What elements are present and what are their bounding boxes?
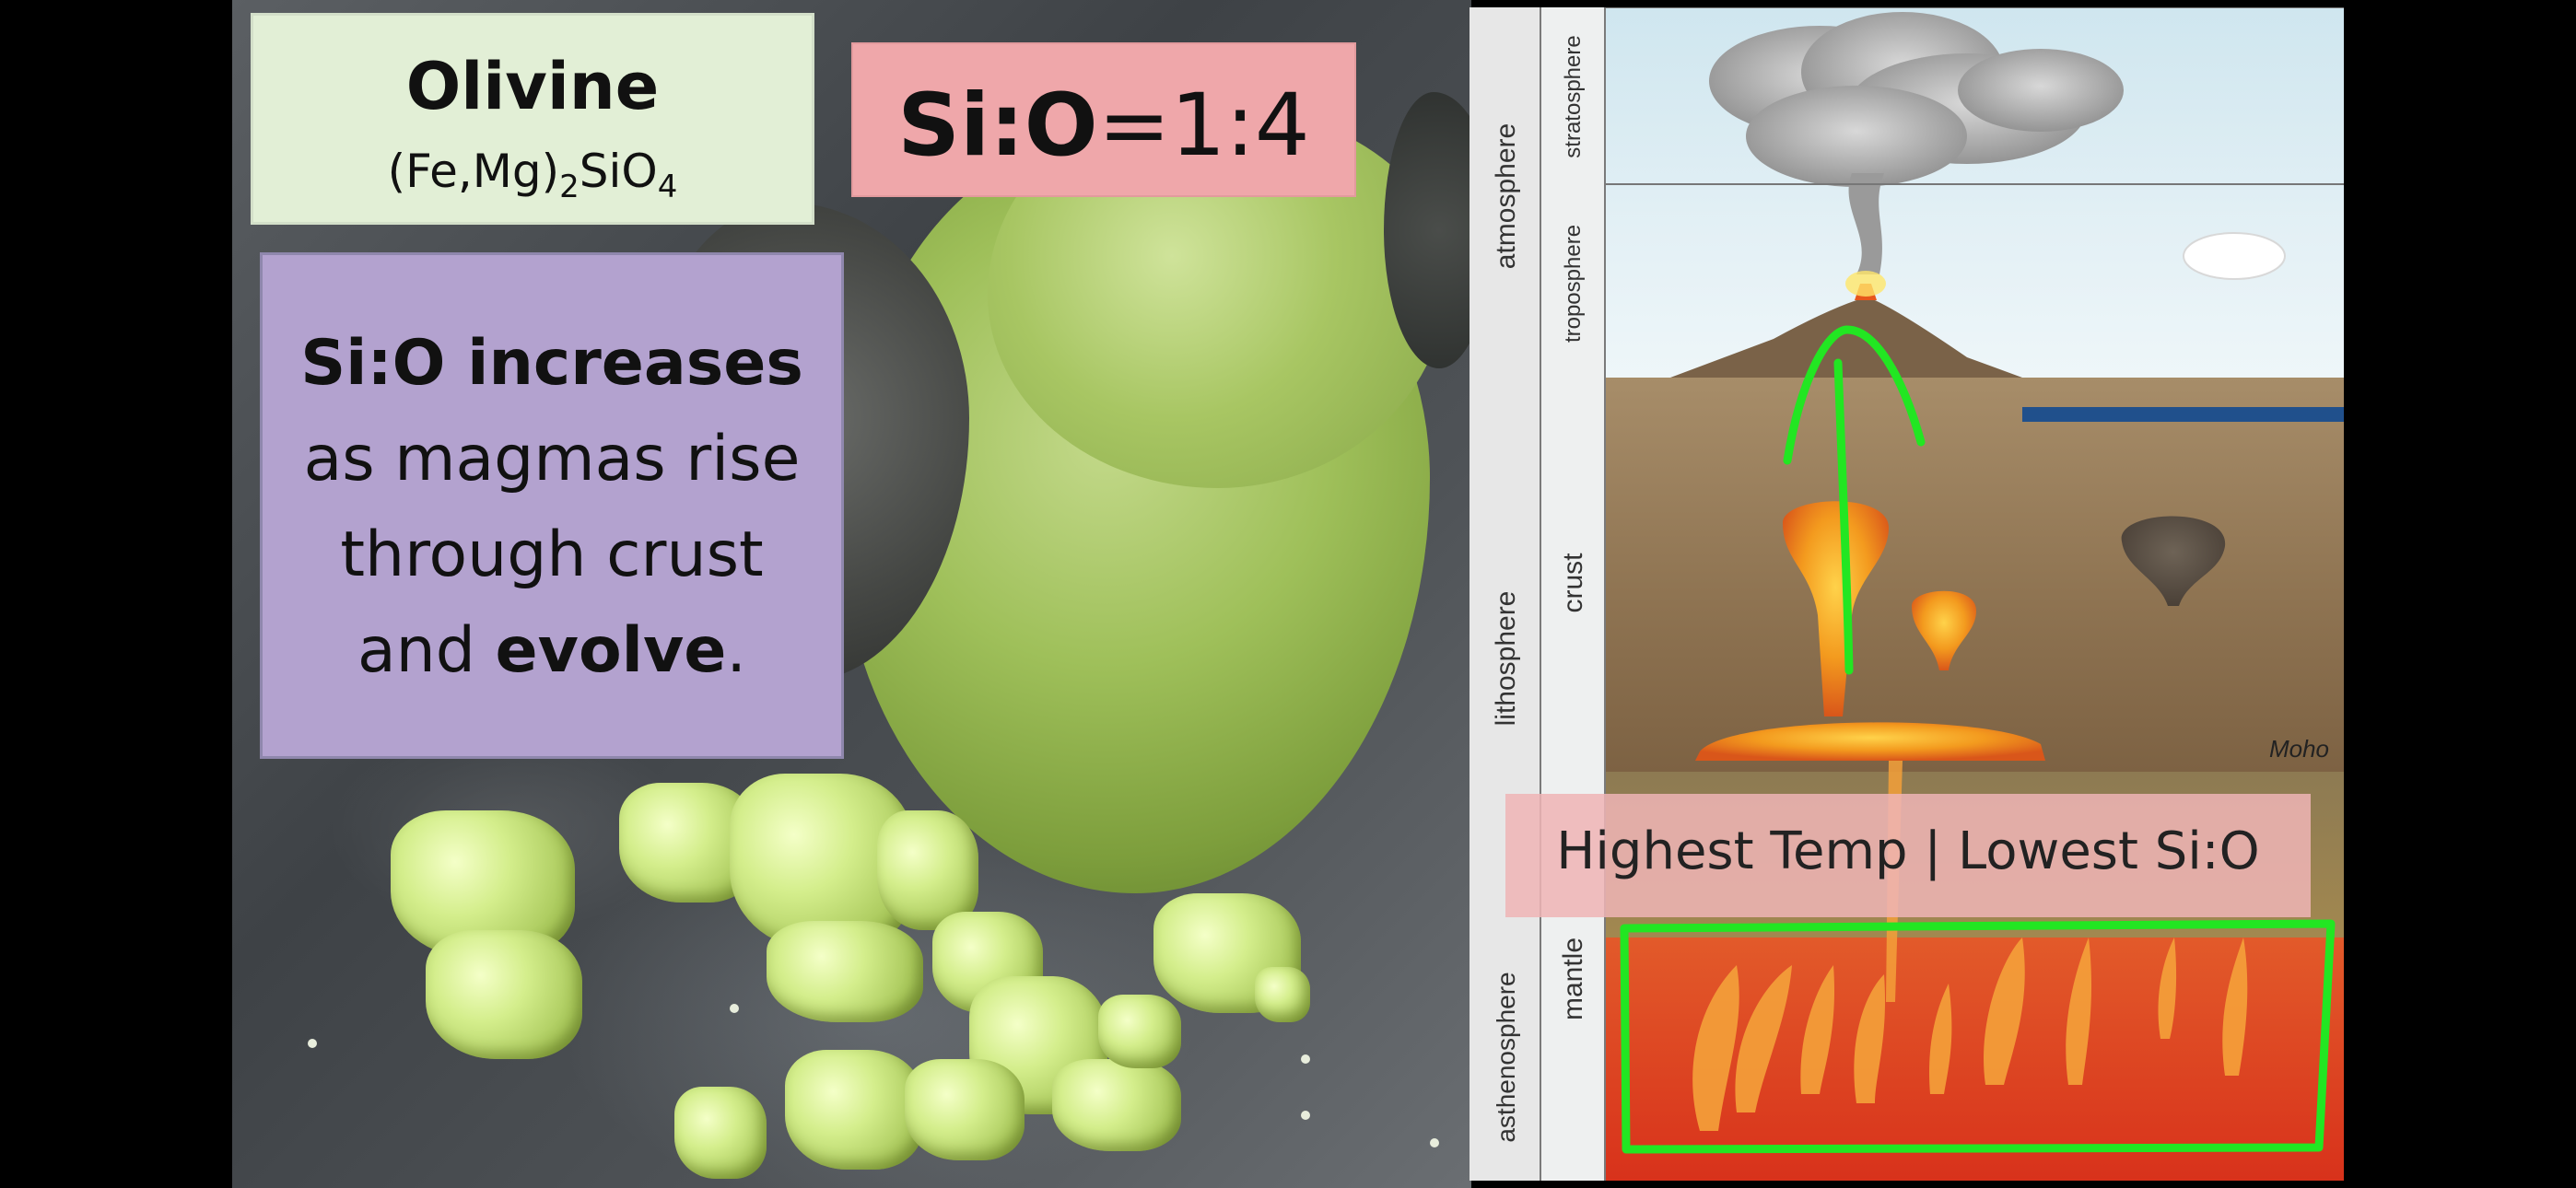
- ocean: [2022, 407, 2344, 422]
- label-lithosphere: lithosphere: [1491, 590, 1521, 727]
- magma-blob: [1912, 590, 1976, 670]
- speck: [730, 1004, 739, 1013]
- cooled-magma-blob: [2121, 516, 2226, 606]
- increase-line-2: as magmas rise: [303, 423, 801, 495]
- speck: [308, 1039, 317, 1048]
- speck: [1301, 1111, 1310, 1120]
- slide: Olivine (Fe,Mg)2SiO4 Si:O=1:4 Si:O incre…: [232, 0, 2344, 1188]
- outer-label-column: [1469, 7, 1541, 1181]
- olivine-crystal: [1255, 967, 1310, 1022]
- formula-subscript-2: 2: [559, 169, 580, 205]
- label-crust: crust: [1558, 553, 1588, 613]
- earth-layers-diagram: atmosphere stratosphere troposphere lith…: [1469, 7, 2344, 1181]
- small-cloud: [2183, 232, 2286, 280]
- increase-card: Si:O increases as magmas rise through cr…: [260, 252, 844, 759]
- increase-text: Si:O increases as magmas rise through cr…: [263, 316, 841, 699]
- ratio-bold: Si:O: [897, 76, 1098, 176]
- ratio-rest: =1:4: [1097, 76, 1310, 176]
- magma-pool: [1695, 722, 2045, 761]
- temperature-banner-text: Highest Temp | Lowest Si:O: [1556, 821, 2260, 881]
- inner-label-column: [1541, 7, 1606, 1181]
- speck: [1301, 1054, 1310, 1064]
- diagram-drawing: [1469, 7, 2344, 1154]
- increase-line-4-suffix: .: [726, 614, 747, 687]
- ratio-card: Si:O=1:4: [851, 42, 1356, 197]
- olivine-photo: [232, 0, 1494, 1188]
- label-atmosphere: atmosphere: [1491, 122, 1521, 270]
- increase-line-1: Si:O increases: [300, 327, 803, 400]
- vent-glow: [1845, 271, 1886, 297]
- ash-cloud: [1709, 12, 2124, 274]
- label-troposphere: troposphere: [1561, 224, 1586, 344]
- olivine-crystal: [785, 1050, 923, 1170]
- olivine-crystal: [905, 1059, 1025, 1160]
- olivine-crystal: [767, 921, 923, 1022]
- magma-chamber: [1783, 501, 1889, 716]
- green-annotation-arrow: [1783, 325, 1926, 675]
- ratio-text: Si:O=1:4: [853, 76, 1354, 176]
- olivine-card: Olivine (Fe,Mg)2SiO4: [251, 13, 814, 225]
- temperature-banner: Highest Temp | Lowest Si:O: [1505, 794, 2311, 917]
- label-asthenosphere: asthenosphere: [1492, 972, 1520, 1143]
- label-moho: Moho: [2268, 735, 2329, 763]
- crust-layer: [1606, 378, 2344, 772]
- formula-subscript-4: 4: [657, 169, 678, 205]
- formula-mid: SiO: [579, 145, 658, 198]
- olivine-crystal: [1052, 1059, 1181, 1151]
- olivine-crystal: [1098, 995, 1181, 1068]
- mantle-plumes: [1692, 938, 2248, 1131]
- olivine-crystal: [426, 930, 582, 1059]
- increase-line-4-prefix: and: [357, 614, 496, 687]
- olivine-formula: (Fe,Mg)2SiO4: [253, 145, 812, 205]
- olivine-crystal: [674, 1087, 767, 1179]
- label-stratosphere: stratosphere: [1561, 35, 1586, 158]
- speck: [1430, 1138, 1439, 1147]
- olivine-title: Olivine: [405, 49, 660, 124]
- increase-line-3: through crust: [340, 518, 764, 591]
- increase-line-4-bold: evolve: [495, 614, 727, 687]
- olivine-crystal: [877, 810, 978, 930]
- volcano: [1670, 300, 2022, 378]
- formula-prefix: (Fe,Mg): [387, 145, 560, 198]
- green-annotation-box: [1620, 919, 2336, 1154]
